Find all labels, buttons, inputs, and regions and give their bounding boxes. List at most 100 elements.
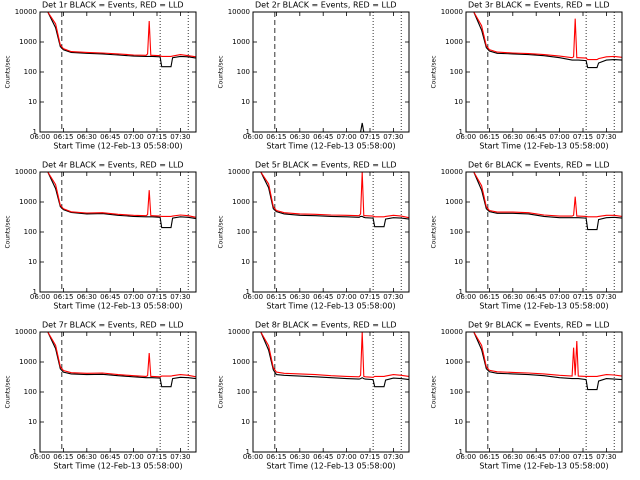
- x-tick-label: 06:30: [503, 293, 523, 301]
- y-tick-label: 10: [454, 98, 463, 106]
- y-axis-label: Counts/sec: [218, 215, 225, 248]
- plot-frame: [465, 11, 623, 133]
- x-tick-label: 06:30: [290, 453, 310, 461]
- series-line: [466, 11, 623, 61]
- y-tick-label: 1: [459, 448, 463, 456]
- y-tick-label: 100: [237, 68, 250, 76]
- x-tick-label: 06:30: [77, 133, 97, 141]
- panel-title: Det 4r BLACK = Events, RED = LLD: [42, 161, 184, 170]
- x-axis-label: Start Time (12-Feb-13 05:58:00): [479, 462, 608, 471]
- x-tick-label: 06:00: [30, 293, 50, 301]
- x-tick-label: 06:45: [100, 133, 120, 141]
- y-tick-label: 10: [28, 418, 37, 426]
- x-tick-label: 07:00: [550, 453, 570, 461]
- y-tick-label: 10000: [441, 168, 463, 176]
- series-line: [253, 331, 410, 378]
- y-tick-label: 100: [450, 388, 463, 396]
- x-tick-label: 06:30: [77, 293, 97, 301]
- series-line: [40, 11, 197, 58]
- panel-title: Det 6r BLACK = Events, RED = LLD: [468, 161, 610, 170]
- series-line: [253, 171, 410, 219]
- x-tick-label: 07:30: [170, 133, 190, 141]
- y-tick-label: 10: [454, 258, 463, 266]
- panel-title: Det 3r BLACK = Events, RED = LLD: [468, 1, 610, 10]
- y-tick-label: 10: [28, 98, 37, 106]
- x-tick-label: 06:15: [53, 293, 73, 301]
- y-tick-label: 10000: [15, 328, 37, 336]
- x-tick-label: 06:30: [503, 453, 523, 461]
- y-axis-label: Counts/sec: [431, 55, 438, 88]
- x-tick-label: 07:15: [573, 133, 593, 141]
- x-tick-label: 06:00: [243, 293, 263, 301]
- x-tick-label: 07:15: [360, 453, 380, 461]
- series-line: [40, 331, 197, 388]
- y-tick-label: 1000: [232, 38, 250, 46]
- y-tick-label: 1: [33, 448, 37, 456]
- x-tick-label: 07:00: [124, 133, 144, 141]
- plot-frame: [39, 331, 197, 453]
- x-tick-label: 06:45: [313, 133, 333, 141]
- y-axis-label: Counts/sec: [218, 375, 225, 408]
- y-tick-label: 10000: [441, 328, 463, 336]
- x-tick-label: 06:00: [456, 133, 476, 141]
- series-line: [40, 171, 197, 229]
- y-axis-label: Counts/sec: [5, 215, 12, 248]
- series-line: [40, 331, 197, 378]
- x-tick-label: 06:45: [100, 293, 120, 301]
- y-tick-label: 100: [237, 228, 250, 236]
- x-tick-label: 07:30: [383, 293, 403, 301]
- x-tick-label: 06:15: [479, 133, 499, 141]
- x-axis-label: Start Time (12-Feb-13 05:58:00): [266, 462, 395, 471]
- x-tick-label: 06:00: [243, 133, 263, 141]
- x-axis-label: Start Time (12-Feb-13 05:58:00): [53, 462, 182, 471]
- y-axis-label: Counts/sec: [5, 55, 12, 88]
- x-tick-label: 06:30: [77, 453, 97, 461]
- y-tick-label: 1000: [19, 38, 37, 46]
- x-tick-label: 06:30: [503, 133, 523, 141]
- y-tick-label: 1: [246, 448, 250, 456]
- x-tick-label: 06:00: [456, 453, 476, 461]
- x-tick-label: 07:30: [170, 293, 190, 301]
- x-tick-label: 07:15: [147, 453, 167, 461]
- x-tick-label: 06:15: [266, 453, 286, 461]
- x-axis-label: Start Time (12-Feb-13 05:58:00): [266, 302, 395, 311]
- y-tick-label: 100: [237, 388, 250, 396]
- y-tick-label: 10000: [15, 168, 37, 176]
- x-tick-label: 06:15: [479, 453, 499, 461]
- x-tick-label: 06:15: [266, 293, 286, 301]
- x-tick-label: 07:00: [124, 453, 144, 461]
- panel-title: Det 9r BLACK = Events, RED = LLD: [468, 321, 610, 330]
- plot-frame: [252, 11, 410, 133]
- x-tick-label: 06:30: [290, 133, 310, 141]
- series-line: [466, 11, 623, 69]
- x-tick-label: 07:30: [383, 133, 403, 141]
- y-tick-label: 10000: [228, 328, 250, 336]
- plot-frame: [39, 171, 197, 293]
- x-tick-label: 06:45: [526, 133, 546, 141]
- series-line: [40, 11, 197, 68]
- y-tick-label: 1000: [232, 358, 250, 366]
- series-line: [466, 331, 623, 377]
- y-tick-label: 10000: [228, 168, 250, 176]
- x-axis-label: Start Time (12-Feb-13 05:58:00): [479, 302, 608, 311]
- x-tick-label: 06:00: [30, 453, 50, 461]
- y-tick-label: 1: [459, 128, 463, 136]
- panel-title: Det 8r BLACK = Events, RED = LLD: [255, 321, 397, 330]
- y-tick-label: 1: [246, 288, 250, 296]
- x-tick-label: 07:30: [170, 453, 190, 461]
- panel-title: Det 7r BLACK = Events, RED = LLD: [42, 321, 184, 330]
- x-tick-label: 07:15: [147, 293, 167, 301]
- y-tick-label: 1000: [232, 198, 250, 206]
- x-tick-label: 06:00: [243, 453, 263, 461]
- x-tick-label: 07:00: [337, 293, 357, 301]
- x-tick-label: 07:00: [337, 133, 357, 141]
- plot-frame: [465, 171, 623, 293]
- x-tick-label: 06:45: [313, 293, 333, 301]
- x-tick-label: 07:30: [596, 293, 616, 301]
- y-tick-label: 10: [241, 98, 250, 106]
- y-axis-label: Counts/sec: [218, 55, 225, 88]
- y-tick-label: 1000: [19, 358, 37, 366]
- y-axis-label: Counts/sec: [5, 375, 12, 408]
- series-line: [466, 331, 623, 391]
- y-axis-label: Counts/sec: [431, 215, 438, 248]
